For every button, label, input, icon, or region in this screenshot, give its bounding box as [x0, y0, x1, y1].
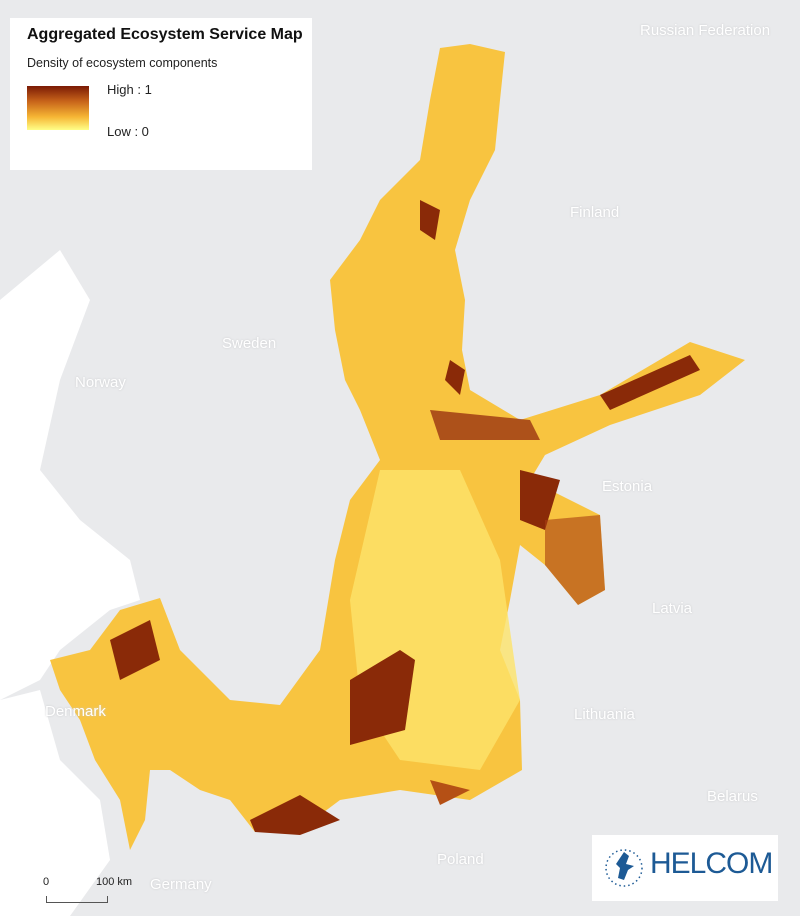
label-norway: Norway [75, 374, 126, 391]
legend-color-ramp [27, 86, 89, 130]
helcom-logo: HELCOM [592, 835, 778, 901]
label-germany: Germany [150, 876, 212, 893]
legend-subtitle: Density of ecosystem components [27, 56, 218, 70]
label-finland: Finland [570, 204, 620, 221]
label-latvia: Latvia [652, 600, 693, 617]
helcom-emblem-icon [605, 849, 643, 887]
scale-start: 0 [43, 876, 50, 888]
label-poland: Poland [437, 851, 484, 868]
label-denmark: Denmark [45, 703, 106, 720]
scale-end: 100 km [96, 876, 133, 888]
legend-low-label: Low : 0 [107, 124, 149, 139]
north-sea [0, 250, 140, 916]
scale-line [46, 896, 108, 903]
legend-title: Aggregated Ecosystem Service Map [27, 26, 303, 43]
legend-high-label: High : 1 [107, 82, 152, 97]
label-lithuania: Lithuania [574, 706, 635, 723]
legend-panel: Aggregated Ecosystem Service Map Density… [10, 18, 312, 170]
label-estonia: Estonia [602, 478, 653, 495]
helcom-logo-text: HELCOM [650, 847, 773, 880]
label-belarus: Belarus [707, 788, 758, 805]
scale-bar: 0 100 km [40, 876, 132, 906]
baltic-sea-density [50, 44, 745, 850]
label-russian-federation: Russian Federation [640, 22, 771, 39]
label-sweden: Sweden [222, 335, 277, 352]
